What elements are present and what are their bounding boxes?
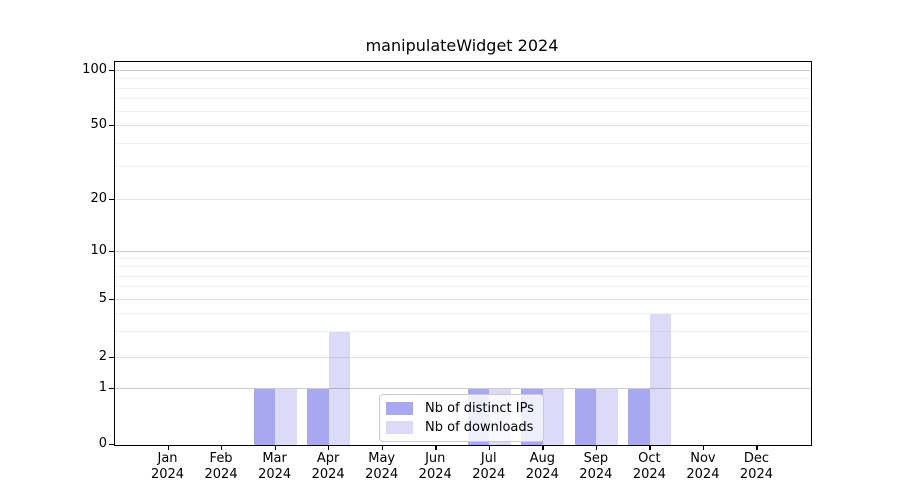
gridline-y-70 [115,98,811,100]
x-tick-label-apr: Apr 2024 [311,451,345,482]
gridline-y-9 [115,258,811,260]
legend-swatch-distinct-ips [386,402,413,415]
gridline-y-7 [115,275,811,277]
gridline-y-1 [115,388,811,389]
y-tick-100 [109,70,114,72]
y-tick-0 [109,444,114,446]
y-tick-20 [109,199,114,201]
gridline-y-60 [115,110,811,112]
y-tick-5 [109,299,114,301]
x-tick-label-jun: Jun 2024 [418,451,452,482]
gridline-y-100 [115,70,811,71]
x-tick-label-mar: Mar 2024 [258,451,292,482]
gridline-y-90 [115,78,811,80]
x-tick-jul [488,445,491,451]
x-tick-sep [595,445,598,451]
gridline-y-4 [115,313,811,315]
x-tick-aug [542,445,544,451]
x-tick-nov [702,445,705,451]
bar-distinct-ips-oct [628,389,650,445]
legend-label-downloads: Nb of downloads [425,420,534,435]
y-tick-2 [109,357,114,359]
x-tick-feb [221,445,223,451]
x-tick-label-dec: Dec 2024 [739,451,773,482]
legend-label-distinct-ips: Nb of distinct IPs [425,401,534,416]
gridline-y-80 [115,87,811,89]
bar-distinct-ips-apr [307,389,329,445]
y-tick-label-5: 5 [98,291,107,306]
gridline-y-6 [115,286,811,288]
gridline-y-30 [115,166,811,168]
bar-downloads-oct [649,314,672,445]
legend-item-downloads: Nb of downloads [386,419,534,436]
y-tick-label-2: 2 [98,349,107,364]
chart-title: manipulateWidget 2024 [365,36,559,55]
y-tick-50 [109,125,114,127]
gridline-y-10 [115,251,811,252]
x-tick-label-jan: Jan 2024 [150,451,185,482]
bar-distinct-ips-mar [253,389,276,445]
gridline-y-8 [115,266,811,268]
y-tick-label-50: 50 [90,117,107,132]
gridline-y-3 [115,331,811,333]
x-tick-label-aug: Aug 2024 [525,451,559,482]
bar-downloads-aug [542,389,565,445]
x-tick-dec [756,445,758,451]
x-tick-label-feb: Feb 2024 [204,451,238,482]
legend: Nb of distinct IPs Nb of downloads [379,394,544,442]
gridline-y-20 [115,199,811,200]
gridline-y-5 [115,299,811,300]
x-tick-may [381,445,383,451]
x-tick-oct [649,445,651,451]
x-tick-label-oct: Oct 2024 [632,451,666,482]
bar-downloads-apr [328,332,351,445]
x-tick-mar [274,445,276,451]
y-tick-1 [109,388,114,390]
x-tick-label-jul: Jul 2024 [472,451,506,482]
x-tick-jan [167,445,169,451]
x-tick-label-nov: Nov 2024 [686,451,720,482]
plot-area: Nb of distinct IPs Nb of downloads [114,61,812,446]
x-tick-apr [328,445,330,451]
bar-downloads-sep [596,389,618,445]
gridline-y-2 [115,357,811,358]
gridline-y-50 [115,125,811,126]
x-tick-label-may: May 2024 [365,451,399,482]
y-tick-label-0: 0 [98,436,107,451]
legend-item-distinct-ips: Nb of distinct IPs [386,400,534,417]
y-tick-label-100: 100 [82,62,107,77]
x-tick-jun [435,445,437,451]
x-tick-label-sep: Sep 2024 [579,451,613,482]
legend-swatch-downloads [386,421,413,434]
y-tick-label-1: 1 [98,380,107,395]
bar-distinct-ips-sep [574,389,597,445]
y-tick-10 [109,251,114,253]
y-tick-label-10: 10 [90,243,107,258]
bar-downloads-mar [275,389,297,445]
y-tick-label-20: 20 [90,191,107,206]
gridline-y-40 [115,143,811,145]
